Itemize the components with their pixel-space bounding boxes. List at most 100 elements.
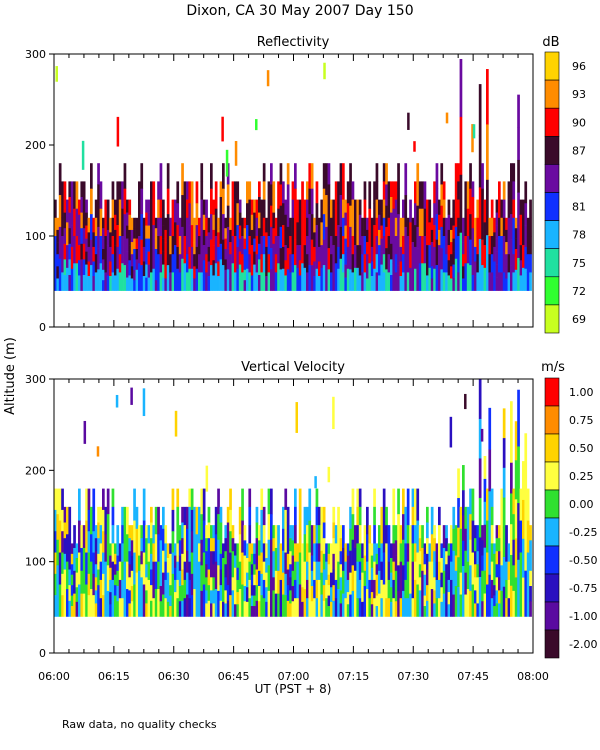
heatmap-cell bbox=[517, 159, 520, 193]
heatmap-cell bbox=[231, 564, 235, 578]
heatmap-cell bbox=[99, 598, 103, 617]
heatmap-cell bbox=[102, 269, 105, 281]
colorbar-segment bbox=[544, 461, 560, 491]
heatmap-cell bbox=[169, 553, 172, 565]
heatmap-cell bbox=[130, 266, 134, 279]
heatmap-cell bbox=[426, 538, 429, 555]
heatmap-cell bbox=[346, 592, 350, 605]
heatmap-cell bbox=[390, 181, 393, 198]
heatmap-cell bbox=[246, 268, 249, 291]
heatmap-cell bbox=[212, 577, 216, 591]
heatmap-cell bbox=[162, 225, 165, 239]
heatmap-cell bbox=[526, 520, 530, 553]
heatmap-cell bbox=[510, 188, 513, 215]
heatmap-cell bbox=[498, 590, 501, 604]
heatmap-cell bbox=[195, 268, 199, 291]
heatmap-cell bbox=[222, 543, 225, 559]
heatmap-cell bbox=[493, 564, 496, 576]
heatmap-cell bbox=[188, 543, 192, 562]
heatmap-cell bbox=[130, 254, 134, 267]
heatmap-cell bbox=[402, 539, 405, 566]
heatmap-cell bbox=[363, 236, 367, 255]
heatmap-cell bbox=[447, 229, 451, 246]
heatmap-cell bbox=[97, 163, 100, 185]
heatmap-cell bbox=[262, 506, 266, 526]
heatmap-cell bbox=[351, 565, 355, 592]
heatmap-cell bbox=[186, 199, 189, 219]
heatmap-cell bbox=[133, 488, 136, 521]
heatmap-cell bbox=[334, 561, 338, 581]
heatmap-cell bbox=[310, 525, 314, 541]
heatmap-cell bbox=[176, 579, 180, 599]
heatmap-cell bbox=[380, 579, 384, 599]
heatmap-cell bbox=[382, 236, 386, 255]
heatmap-cell bbox=[219, 259, 223, 276]
heatmap-cell bbox=[414, 598, 417, 617]
heatmap-cell bbox=[135, 506, 139, 530]
heatmap-cell bbox=[61, 272, 64, 291]
heatmap-cell bbox=[246, 601, 249, 617]
heatmap-cell bbox=[296, 561, 300, 581]
heatmap-cell bbox=[418, 538, 422, 552]
heatmap-cell bbox=[418, 590, 422, 604]
heatmap-cell bbox=[339, 538, 343, 552]
heatmap-cell bbox=[162, 212, 165, 226]
heatmap-cell bbox=[260, 573, 264, 596]
heatmap-cell bbox=[454, 163, 458, 196]
heatmap-cell bbox=[411, 266, 415, 279]
heatmap-cell bbox=[58, 226, 62, 260]
heatmap-cell bbox=[476, 564, 480, 578]
heatmap-cell bbox=[219, 197, 223, 213]
heatmap-cell bbox=[294, 579, 297, 599]
heatmap-cell bbox=[145, 590, 148, 604]
heatmap-cell bbox=[438, 525, 441, 544]
heatmap-cell bbox=[186, 550, 189, 573]
heatmap-cell bbox=[294, 525, 297, 544]
heatmap-cell bbox=[342, 547, 345, 572]
heatmap-cell bbox=[433, 551, 436, 565]
heatmap-cell bbox=[207, 246, 211, 262]
heatmap-cell bbox=[481, 188, 484, 215]
heatmap-cell bbox=[339, 195, 343, 228]
heatmap-cell bbox=[363, 525, 367, 541]
heatmap-cell bbox=[519, 520, 523, 553]
heatmap-cell bbox=[423, 606, 427, 617]
heatmap-cell bbox=[394, 254, 398, 273]
heatmap-cell bbox=[142, 552, 146, 585]
heatmap-cell bbox=[231, 603, 235, 617]
heatmap-cell bbox=[490, 543, 494, 562]
heatmap-cell bbox=[476, 272, 480, 291]
heatmap-cell bbox=[447, 199, 451, 216]
heatmap-cell bbox=[80, 228, 84, 245]
heatmap-cell bbox=[495, 212, 499, 226]
heatmap-cell bbox=[474, 590, 477, 604]
heatmap-cell bbox=[121, 561, 124, 581]
heatmap-cell bbox=[457, 181, 460, 200]
heatmap-cell bbox=[303, 199, 307, 223]
heatmap-cell bbox=[445, 603, 448, 617]
heatmap-cell bbox=[92, 531, 96, 553]
heatmap-cell bbox=[54, 595, 57, 617]
heatmap-cell bbox=[526, 584, 530, 617]
heatmap-cell bbox=[344, 543, 348, 562]
heatmap-cell bbox=[366, 278, 369, 291]
heatmap-cell bbox=[250, 553, 254, 565]
heatmap-cell bbox=[418, 181, 422, 209]
heatmap-cell bbox=[445, 112, 449, 124]
heatmap-cell bbox=[286, 522, 290, 539]
heatmap-cell bbox=[406, 525, 410, 544]
heatmap-cell bbox=[310, 586, 314, 602]
heatmap-cell bbox=[56, 278, 60, 291]
heatmap-cell bbox=[502, 557, 506, 588]
heatmap-cell bbox=[212, 603, 216, 617]
heatmap-cell bbox=[351, 272, 355, 291]
heatmap-cell bbox=[322, 188, 326, 215]
heatmap-cell bbox=[351, 514, 355, 541]
heatmap-cell bbox=[342, 181, 345, 200]
heatmap-cell bbox=[159, 525, 163, 541]
heatmap-cell bbox=[250, 199, 254, 216]
heatmap-cell bbox=[178, 272, 182, 291]
heatmap-cell bbox=[529, 570, 532, 587]
heatmap-cell bbox=[255, 254, 259, 273]
heatmap-cell bbox=[279, 163, 283, 185]
